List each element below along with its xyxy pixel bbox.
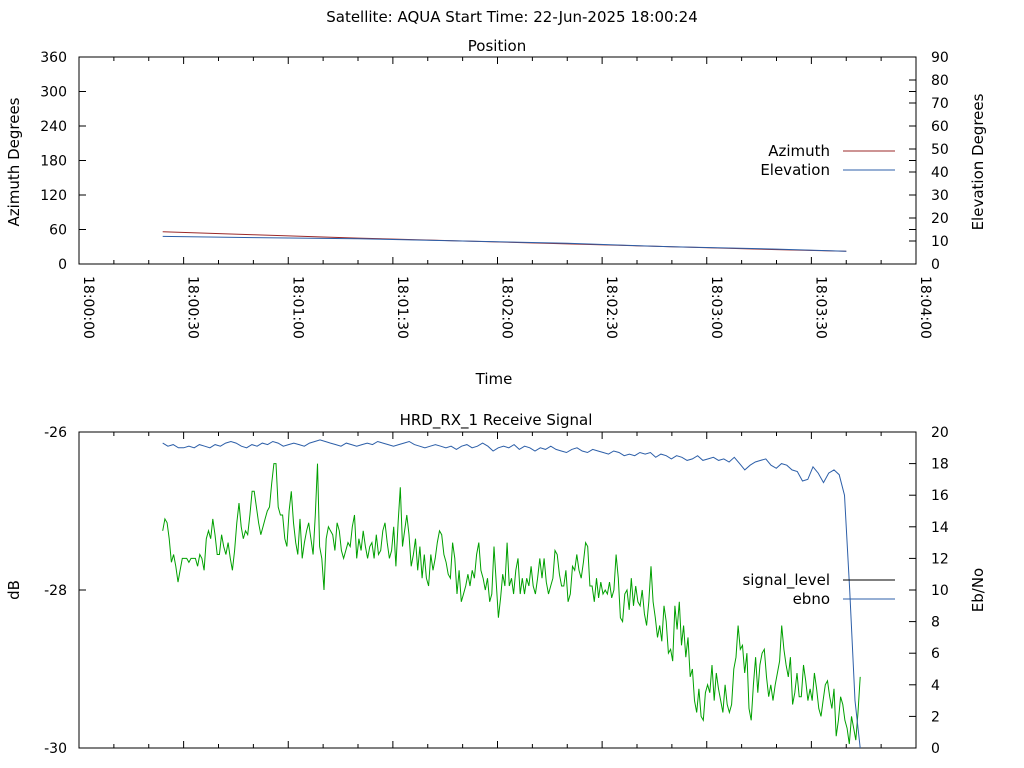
right-tick-label: 14 xyxy=(931,520,949,536)
x-tick-label: 18:00:30 xyxy=(185,276,201,339)
series-line-ebno xyxy=(162,439,861,749)
left-tick-label: 240 xyxy=(40,119,67,135)
series-line-elevation xyxy=(162,235,847,252)
signal-y2-axis-label: Eb/No xyxy=(969,568,987,612)
signal-plot-frame xyxy=(78,431,917,749)
right-tick-label: 20 xyxy=(931,211,949,227)
signal-chart-title: HRD_RX_1 Receive Signal xyxy=(400,411,593,430)
position-y2-axis-label: Elevation Degrees xyxy=(969,93,987,230)
left-tick-label: -26 xyxy=(44,425,67,441)
signal-right-axis: 0 2 4 6 8 10 12 14 16 18 20 xyxy=(909,425,949,757)
position-chart: Position 0 60 120 180 240 300 360 0 10 20 30 40 50 6… xyxy=(5,37,987,388)
right-tick-label: 18 xyxy=(931,457,949,473)
position-right-axis: 0 10 20 30 40 50 60 70 80 90 xyxy=(909,50,949,273)
right-tick-label: 0 xyxy=(931,257,940,273)
position-x-axis-label: Time xyxy=(475,370,513,388)
signal-left-axis: -30 -28 -26 xyxy=(44,425,916,757)
x-tick-label: 18:01:30 xyxy=(394,276,410,339)
position-left-axis: 0 60 120 180 240 300 360 xyxy=(40,50,916,273)
x-tick-label: 18:03:00 xyxy=(708,276,724,339)
right-tick-label: 20 xyxy=(931,425,949,441)
right-tick-label: 16 xyxy=(931,488,949,504)
right-tick-label: 80 xyxy=(931,73,949,89)
left-tick-label: 120 xyxy=(40,188,67,204)
series-line-signal_level xyxy=(162,463,861,745)
right-tick-label: 60 xyxy=(931,119,949,135)
signal-chart: HRD_RX_1 Receive Signal -30 -28 -26 0 2 4 6 8 1… xyxy=(5,411,987,757)
legend-ebno-label: ebno xyxy=(793,590,830,608)
signal-y-axis-label: dB xyxy=(5,580,23,600)
x-tick-label: 18:04:00 xyxy=(917,276,933,339)
right-tick-label: 90 xyxy=(931,50,949,66)
position-x-axis: 18:00:00 18:00:30 18:01:00 18:01:30 18:02:00… xyxy=(78,57,933,339)
right-tick-label: 30 xyxy=(931,188,949,204)
x-tick-label: 18:02:00 xyxy=(499,276,515,339)
x-tick-label: 18:00:00 xyxy=(80,276,96,339)
x-tick-label: 18:02:30 xyxy=(603,276,619,339)
position-legend: Azimuth Elevation xyxy=(760,142,895,179)
legend-elevation-label: Elevation xyxy=(760,161,830,179)
right-tick-label: 70 xyxy=(931,96,949,112)
legend-azimuth-label: Azimuth xyxy=(768,142,830,160)
x-tick-label: 18:01:00 xyxy=(289,276,305,339)
right-tick-label: 10 xyxy=(931,583,949,599)
left-tick-label: 60 xyxy=(49,223,67,239)
position-series xyxy=(162,231,847,252)
right-tick-label: 6 xyxy=(931,646,940,662)
right-tick-label: 0 xyxy=(931,741,940,757)
right-tick-label: 12 xyxy=(931,551,949,567)
left-tick-label: 360 xyxy=(40,50,67,66)
signal-series xyxy=(162,439,861,749)
x-tick-label: 18:03:30 xyxy=(812,276,828,339)
right-tick-label: 2 xyxy=(931,709,940,725)
legend-signal-level-label: signal_level xyxy=(742,571,830,590)
left-tick-label: 300 xyxy=(40,85,67,101)
right-tick-label: 4 xyxy=(931,678,940,694)
signal-x-axis xyxy=(78,432,917,748)
left-tick-label: -30 xyxy=(44,741,67,757)
left-tick-label: 0 xyxy=(58,257,67,273)
right-tick-label: 40 xyxy=(931,165,949,181)
left-tick-label: 180 xyxy=(40,154,67,170)
right-tick-label: 10 xyxy=(931,234,949,250)
right-tick-label: 8 xyxy=(931,615,940,631)
position-chart-title: Position xyxy=(468,37,526,55)
left-tick-label: -28 xyxy=(44,583,67,599)
page-title: Satellite: AQUA Start Time: 22-Jun-2025 … xyxy=(326,8,698,26)
right-tick-label: 50 xyxy=(931,142,949,158)
position-y-axis-label: Azimuth Degrees xyxy=(5,97,23,226)
signal-legend: signal_level ebno xyxy=(742,571,895,608)
